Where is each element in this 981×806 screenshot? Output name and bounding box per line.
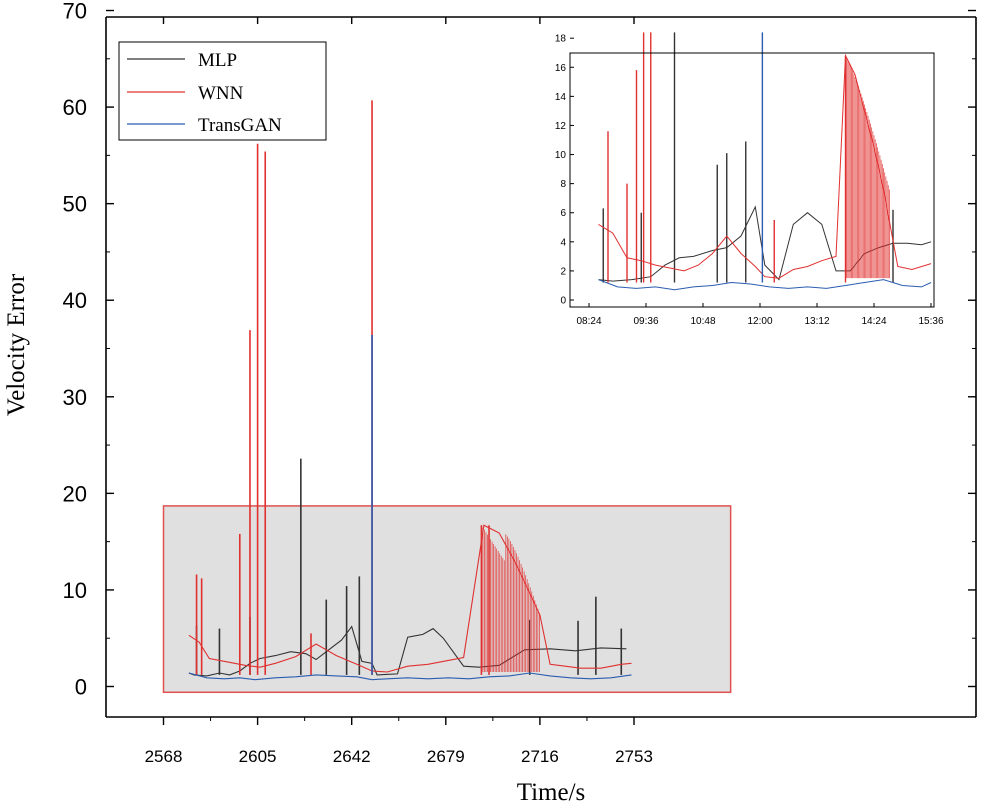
inset-y-tick-label: 14 <box>555 92 567 103</box>
inset-y-tick-label: 12 <box>555 121 567 132</box>
inset-x-tick-label: 15:36 <box>918 316 943 327</box>
inset-x-tick-label: 13:12 <box>804 316 829 327</box>
inset-frame <box>569 52 935 308</box>
series-line-transgan <box>188 672 632 681</box>
x-tick-label: 2679 <box>427 747 465 766</box>
legend-label-transgan: TransGAN <box>198 115 282 136</box>
inset-series-transgan <box>598 32 932 291</box>
x-tick-label: 2568 <box>145 747 183 766</box>
y-tick-label: 60 <box>63 95 87 120</box>
y-tick-label: 20 <box>63 481 87 506</box>
x-tick-label: 2753 <box>615 747 653 766</box>
inset-y-tick-label: 6 <box>560 208 566 219</box>
y-tick-label: 30 <box>63 385 87 410</box>
inset-y-tick-label: 16 <box>555 63 567 74</box>
inset-x-tick-label: 12:00 <box>747 316 772 327</box>
inset-x-tick-label: 08:24 <box>576 316 601 327</box>
inset-series-mlp <box>598 32 932 283</box>
wnn-decay-band <box>481 525 540 673</box>
inset-line-transgan <box>598 279 932 291</box>
legend-label-wnn: WNN <box>198 83 244 104</box>
x-axis-title: Time/s <box>517 779 586 806</box>
inset-y-tick-label: 0 <box>560 296 566 307</box>
y-tick-label: 40 <box>63 288 87 313</box>
y-tick-label: 0 <box>75 675 87 700</box>
legend: MLP WNN TransGAN <box>118 41 327 141</box>
series-transgan <box>188 334 632 681</box>
inset-y-tick-label: 18 <box>555 34 567 45</box>
x-tick-label: 2605 <box>239 747 277 766</box>
inset-x-tick-label: 09:36 <box>633 316 658 327</box>
inset-x-tick-label: 10:48 <box>690 316 715 327</box>
x-tick-label: 2642 <box>333 747 371 766</box>
y-tick-label: 50 <box>63 192 87 217</box>
y-tick-label: 10 <box>63 578 87 603</box>
series-line-wnn <box>188 524 632 673</box>
inset-y-tick-label: 10 <box>555 150 567 161</box>
inset-x-tick-label: 14:24 <box>861 316 886 327</box>
inset-background <box>562 46 940 331</box>
x-tick-label: 2716 <box>521 747 559 766</box>
legend-label-mlp: MLP <box>198 50 237 71</box>
inset-y-tick-label: 8 <box>560 179 566 190</box>
inset-y-tick-label: 2 <box>560 266 566 277</box>
y-tick-label: 70 <box>63 0 87 24</box>
y-axis-title: Velocity Error <box>3 273 30 416</box>
inset-wnn-decay-band <box>845 55 890 279</box>
inset-y-tick-label: 4 <box>560 237 566 248</box>
inset-plot: 0 2 4 6 8 10 12 14 16 18 08:24 09:36 10:48 12:00 13:12… <box>555 32 944 331</box>
